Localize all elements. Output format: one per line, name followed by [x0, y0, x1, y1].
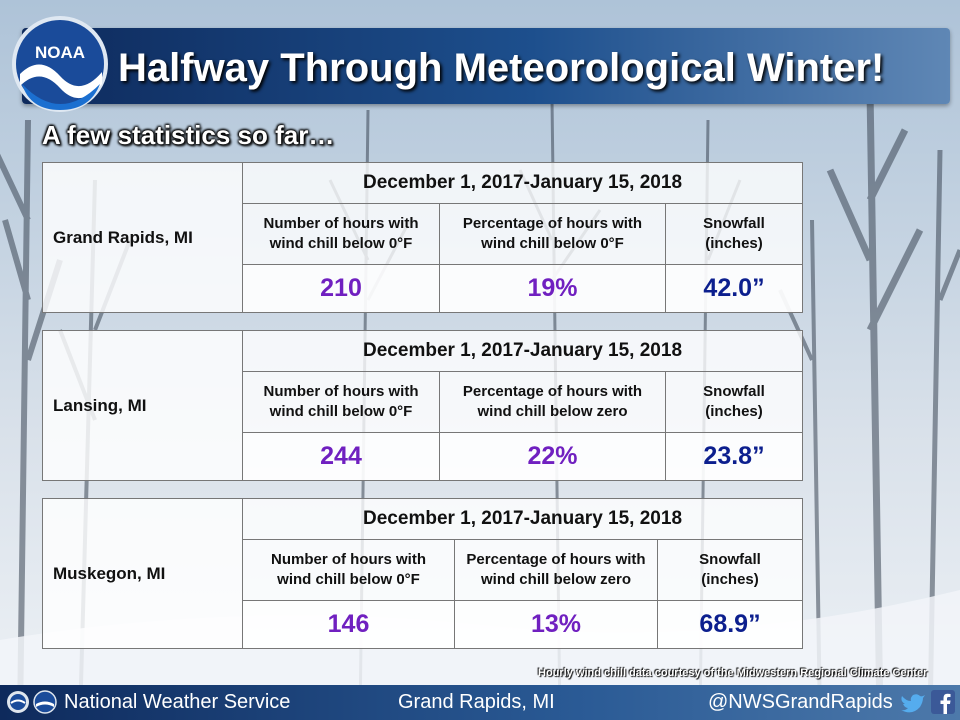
percent-header: Percentage of hours with wind chill below…: [439, 371, 666, 433]
nws-logo-icon: [6, 690, 30, 719]
snowfall-value: 68.9”: [656, 600, 804, 649]
date-range: December 1, 2017-January 15, 2018: [241, 498, 804, 540]
hours-value: 244: [242, 432, 440, 481]
date-range: December 1, 2017-January 15, 2018: [241, 330, 804, 372]
percent-header: Percentage of hours with wind chill below…: [439, 203, 666, 265]
snowfall-header: Snowfall (inches): [656, 539, 804, 601]
footer-bar: National Weather Service Grand Rapids, M…: [0, 685, 960, 720]
hours-value: 210: [242, 264, 440, 313]
twitter-icon[interactable]: [900, 691, 926, 720]
hours-header: Number of hours with wind chill below 0°F: [242, 539, 455, 601]
city-name: Lansing, MI: [42, 330, 243, 481]
noaa-logo-text: NOAA: [35, 43, 85, 62]
stats-table-muskegon: Muskegon, MI December 1, 2017-January 15…: [42, 498, 804, 649]
agency-name: National Weather Service: [64, 691, 291, 713]
hours-header: Number of hours with wind chill below 0°F: [242, 371, 440, 433]
percent-value: 19%: [439, 264, 666, 313]
date-range: December 1, 2017-January 15, 2018: [241, 162, 804, 204]
percent-value: 22%: [439, 432, 666, 481]
noaa-small-icon: [33, 690, 57, 719]
snowfall-header: Snowfall (inches): [664, 371, 804, 433]
data-credit: Hourly wind chill data courtesy of the M…: [538, 667, 928, 679]
city-name: Grand Rapids, MI: [42, 162, 243, 313]
stats-table-lansing: Lansing, MI December 1, 2017-January 15,…: [42, 330, 804, 481]
noaa-logo: NOAA: [10, 14, 110, 114]
stats-table-grand-rapids: Grand Rapids, MI December 1, 2017-Januar…: [42, 162, 804, 313]
percent-header: Percentage of hours with wind chill below…: [454, 539, 658, 601]
title-banner: [22, 28, 950, 104]
subtitle: A few statistics so far…: [42, 120, 335, 150]
hours-value: 146: [242, 600, 455, 649]
page-title: Halfway Through Meteorological Winter!: [118, 46, 885, 90]
hours-header: Number of hours with wind chill below 0°F: [242, 203, 440, 265]
facebook-icon[interactable]: [931, 690, 955, 719]
snowfall-value: 23.8”: [664, 432, 804, 481]
percent-value: 13%: [454, 600, 658, 649]
office-location: Grand Rapids, MI: [398, 691, 555, 713]
snowfall-value: 42.0”: [664, 264, 804, 313]
snowfall-header: Snowfall (inches): [664, 203, 804, 265]
social-handle[interactable]: @NWSGrandRapids: [708, 691, 893, 713]
city-name: Muskegon, MI: [42, 498, 243, 649]
